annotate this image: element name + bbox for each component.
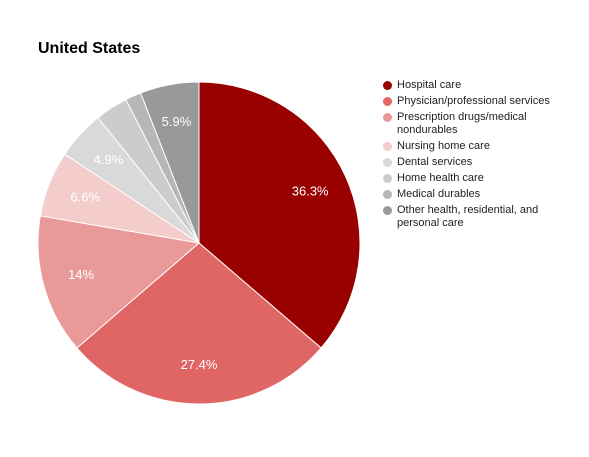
legend-swatch bbox=[383, 81, 392, 90]
slice-label: 14% bbox=[68, 267, 94, 282]
legend-label: Medical durables bbox=[397, 188, 481, 200]
legend-swatch bbox=[383, 206, 392, 215]
legend-item: Prescription drugs/medical nondurables bbox=[383, 111, 563, 137]
legend-swatch bbox=[383, 174, 392, 183]
slice-label: 4.9% bbox=[94, 152, 124, 167]
slice-label: 5.9% bbox=[162, 114, 192, 129]
legend-swatch bbox=[383, 97, 392, 106]
legend-item: Hospital care bbox=[383, 79, 563, 92]
legend-label: Nursing home care bbox=[397, 140, 490, 152]
slice-label: 36.3% bbox=[292, 183, 329, 198]
legend-item: Home health care bbox=[383, 172, 563, 185]
legend-item: Medical durables bbox=[383, 188, 563, 201]
legend-item: Dental services bbox=[383, 156, 563, 169]
legend-swatch bbox=[383, 158, 392, 167]
pie-slice bbox=[140, 81, 200, 244]
pie-slice bbox=[37, 215, 201, 349]
legend-label: Physician/professional services bbox=[397, 95, 550, 107]
legend-swatch bbox=[383, 113, 392, 122]
chart-title: United States bbox=[38, 40, 141, 57]
legend-label: Prescription drugs/medical nondurables bbox=[397, 111, 527, 136]
legend-item: Nursing home care bbox=[383, 140, 563, 153]
pie-slice bbox=[76, 242, 322, 405]
legend-swatch bbox=[383, 190, 392, 199]
legend-label: Hospital care bbox=[397, 79, 462, 91]
slice-label: 6.6% bbox=[70, 189, 100, 204]
legend-label: Dental services bbox=[397, 156, 473, 168]
slice-label: 27.4% bbox=[181, 357, 218, 372]
legend-label: Other health, residential, and personal … bbox=[397, 204, 539, 229]
legend: Hospital care Physician/professional serv… bbox=[383, 79, 563, 233]
legend-item: Physician/professional services bbox=[383, 95, 563, 108]
legend-item: Other health, residential, and personal … bbox=[383, 204, 563, 230]
pie-slice bbox=[198, 81, 361, 349]
legend-swatch bbox=[383, 142, 392, 151]
legend-label: Home health care bbox=[397, 172, 484, 184]
